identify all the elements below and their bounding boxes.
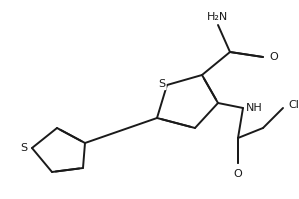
Text: NH: NH [246, 103, 263, 113]
Text: S: S [20, 143, 27, 153]
Text: Cl: Cl [288, 100, 299, 110]
Text: S: S [158, 79, 166, 89]
Text: O: O [269, 52, 278, 62]
Text: H₂N: H₂N [208, 12, 229, 22]
Text: O: O [234, 169, 242, 179]
